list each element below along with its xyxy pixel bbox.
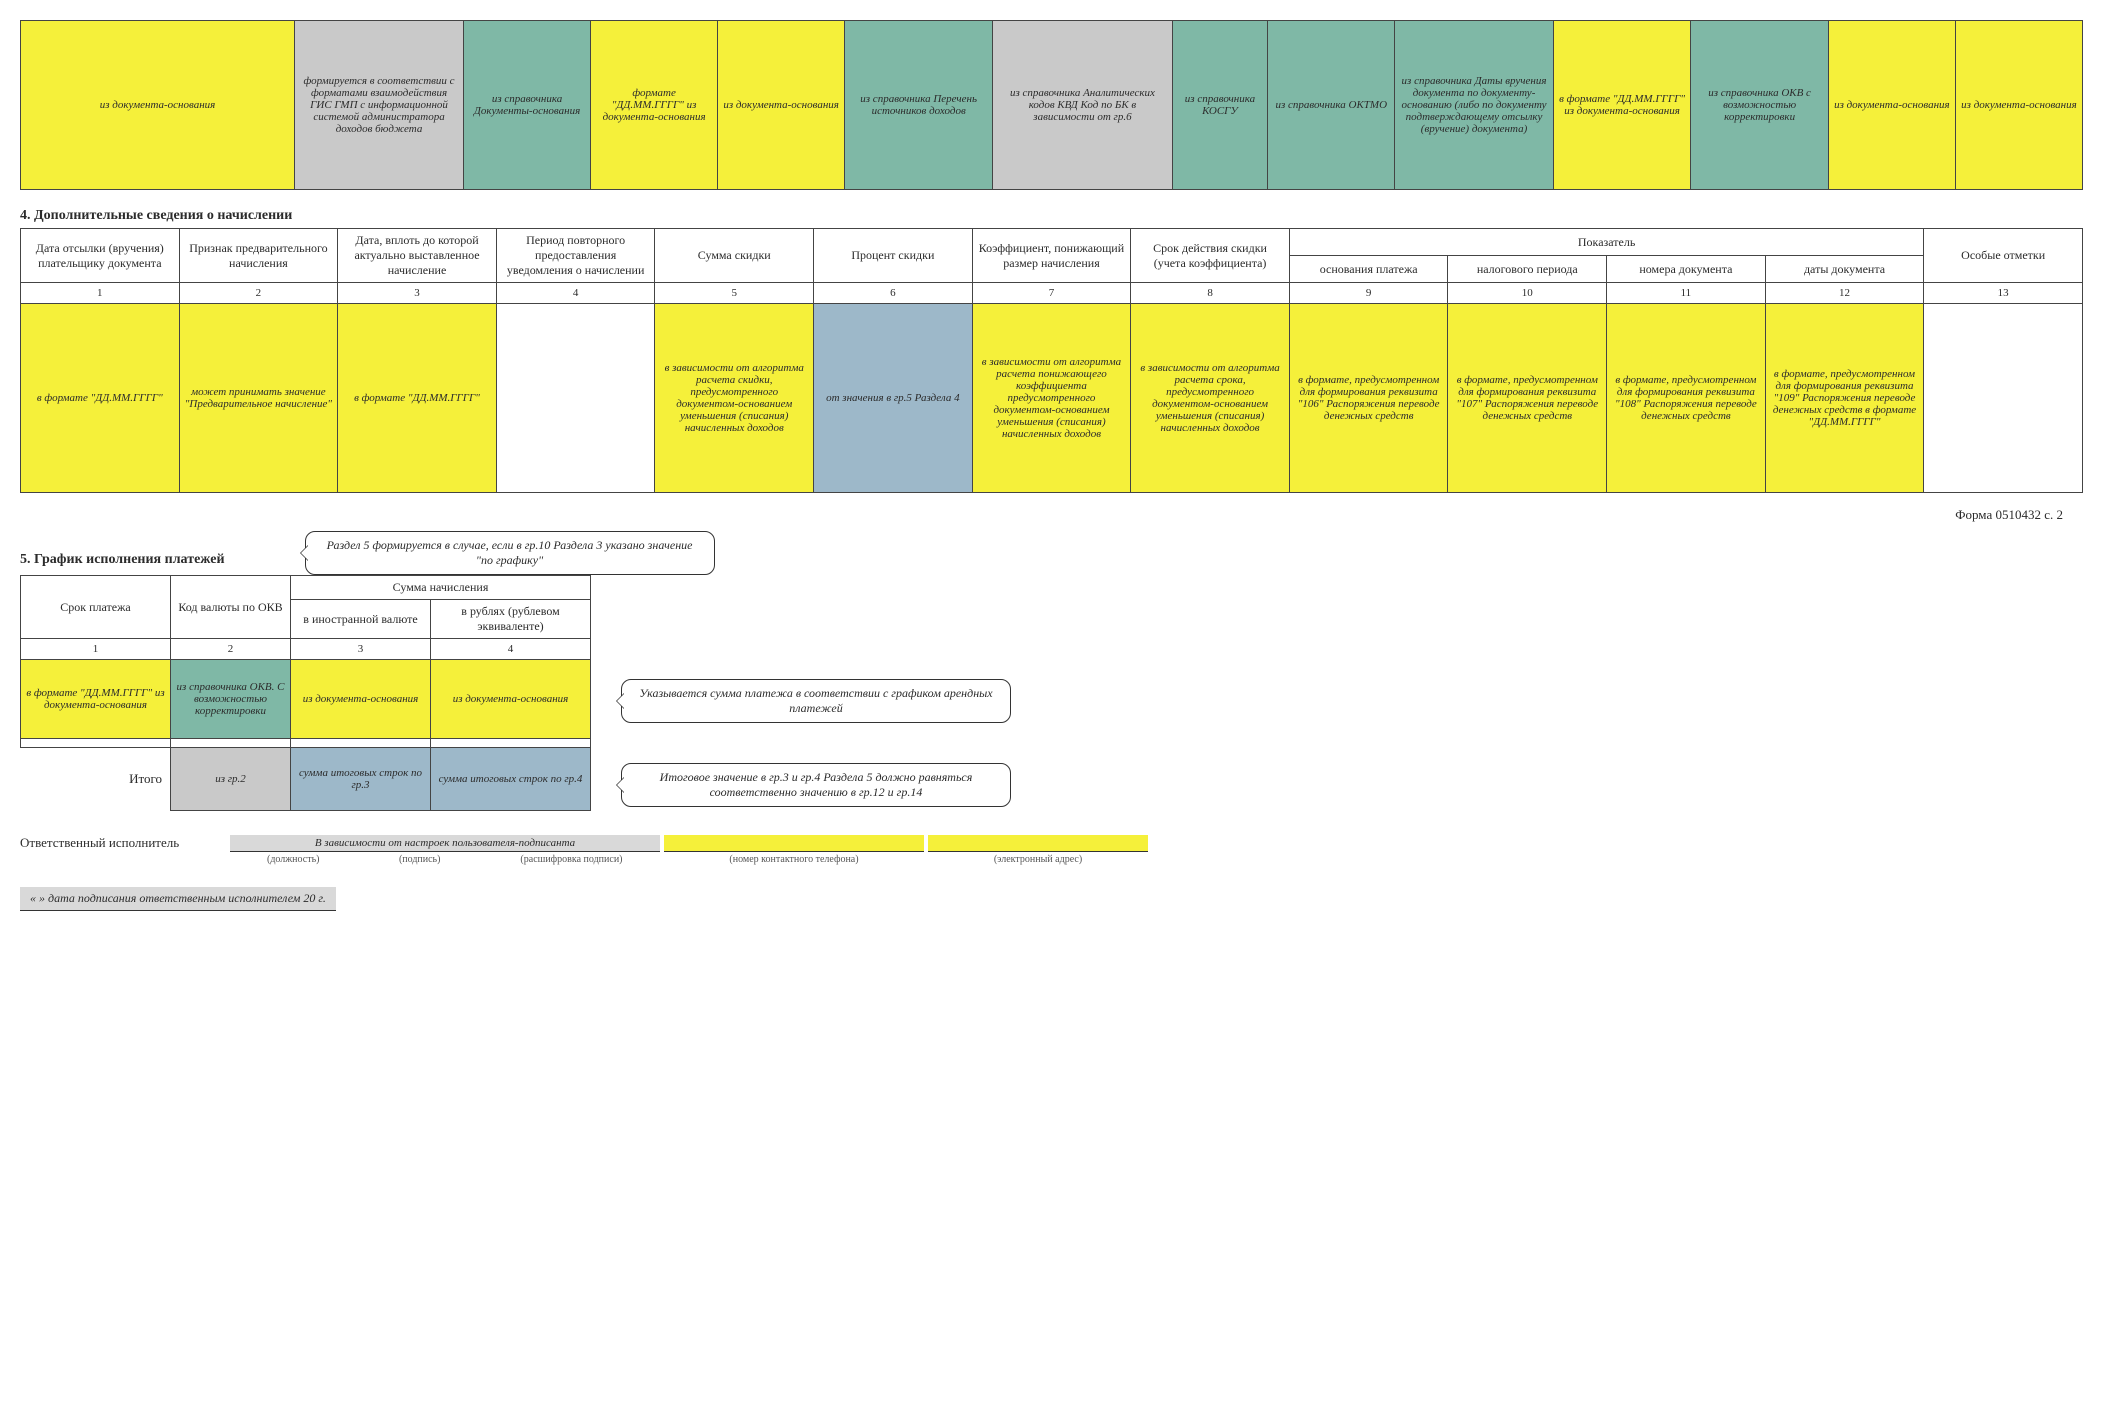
s5-colnum: 3	[291, 639, 431, 660]
s4-colnum: 2	[179, 283, 338, 304]
sig-u1: (подпись)	[356, 854, 482, 865]
form-code: Форма 0510432 с. 2	[20, 507, 2063, 523]
section5-callout-bot: Итоговое значение в гр.3 и гр.4 Раздела …	[621, 763, 1011, 807]
top-cell: из документа-основания	[21, 21, 295, 190]
s5-colnum: 1	[21, 639, 171, 660]
s5-subheader: в иностранной валюте	[291, 600, 431, 639]
s4-header: Особые отметки	[1924, 229, 2083, 283]
s4-colnum: 12	[1765, 283, 1924, 304]
s4-colnum: 5	[655, 283, 814, 304]
section4-title: 4. Дополнительные сведения о начислении	[20, 208, 2083, 224]
top-cell: из справочника Документы-основания	[464, 21, 591, 190]
s4-data-cell: в формате "ДД.ММ.ГГГГ"	[338, 304, 497, 493]
s5-data-cell: из документа-основания	[431, 660, 591, 739]
s4-subheader: номера документа	[1607, 256, 1766, 283]
s4-header: Процент скидки	[814, 229, 973, 283]
s4-subheader: даты документа	[1765, 256, 1924, 283]
s5-total-label: Итого	[21, 748, 171, 811]
signature-date-line: « » дата подписания ответственным исполн…	[20, 887, 336, 911]
section5-title: 5. График исполнения платежей	[20, 552, 225, 568]
top-cell: из справочника Аналитических кодов КВД К…	[993, 21, 1173, 190]
s4-data-cell: в зависимости от алгоритма расчета пониж…	[972, 304, 1131, 493]
top-cell: из справочника ОКТМО	[1268, 21, 1395, 190]
s4-colnum: 10	[1448, 283, 1607, 304]
s4-header: Показатель	[1289, 229, 1923, 256]
s4-header: Сумма скидки	[655, 229, 814, 283]
s4-colnum: 4	[496, 283, 655, 304]
s5-colnum: 4	[431, 639, 591, 660]
section5-table: Срок платежаКод валюты по ОКВСумма начис…	[20, 575, 591, 811]
s4-colnum: 13	[1924, 283, 2083, 304]
s4-header: Коэффициент, понижающий размер начислени…	[972, 229, 1131, 283]
s5-header: Срок платежа	[21, 576, 171, 639]
s4-data-cell: от значения в гр.5 Раздела 4	[814, 304, 973, 493]
top-cell: из справочника КОСГУ	[1172, 21, 1268, 190]
s4-colnum: 8	[1131, 283, 1290, 304]
s5-total-cell: из гр.2	[171, 748, 291, 811]
s4-data-cell: в зависимости от алгоритма расчета срока…	[1131, 304, 1290, 493]
s4-header: Срок действия скидки (учета коэффициента…	[1131, 229, 1290, 283]
s4-subheader: основания платежа	[1289, 256, 1448, 283]
s4-header: Период повторного предоставления уведомл…	[496, 229, 655, 283]
top-strip-table: из документа-основанияформируется в соот…	[20, 20, 2083, 190]
s4-colnum: 7	[972, 283, 1131, 304]
s4-colnum: 6	[814, 283, 973, 304]
s4-data-cell: в формате, предусмотренном для формирова…	[1607, 304, 1766, 493]
s4-data-cell: в формате "ДД.ММ.ГГГГ"	[21, 304, 180, 493]
s5-subheader: в рублях (рублевом эквиваленте)	[431, 600, 591, 639]
s4-colnum: 1	[21, 283, 180, 304]
s4-colnum: 9	[1289, 283, 1448, 304]
top-cell: из справочника Даты вручения документа п…	[1395, 21, 1554, 190]
s5-header: Сумма начисления	[291, 576, 591, 600]
s4-data-cell: может принимать значение "Предварительно…	[179, 304, 338, 493]
s5-header: Код валюты по ОКВ	[171, 576, 291, 639]
sig-u2: (расшифровка подписи)	[483, 854, 660, 865]
top-cell: из документа-основания	[718, 21, 845, 190]
sig-u3: (номер контактного телефона)	[664, 854, 924, 865]
s4-colnum: 3	[338, 283, 497, 304]
s5-data-cell: из документа-основания	[291, 660, 431, 739]
s5-data-cell: в формате "ДД.ММ.ГГГГ" из документа-осно…	[21, 660, 171, 739]
s4-data-cell: в формате, предусмотренном для формирова…	[1289, 304, 1448, 493]
section5-callout-top: Раздел 5 формируется в случае, если в гр…	[305, 531, 715, 575]
top-cell: формируется в соответствии с форматами в…	[295, 21, 464, 190]
section5-callout-mid: Указывается сумма платежа в соответствии…	[621, 679, 1011, 723]
s4-header: Дата, вплоть до которой актуально выстав…	[338, 229, 497, 283]
top-cell: из справочника Перечень источников доход…	[845, 21, 993, 190]
s4-subheader: налогового периода	[1448, 256, 1607, 283]
section4-table: Дата отсылки (вручения) плательщику доку…	[20, 228, 2083, 493]
s5-total-cell: сумма итоговых строк по гр.3	[291, 748, 431, 811]
top-cell: формате "ДД.ММ.ГГГГ" из документа-основа…	[591, 21, 718, 190]
top-cell: из справочника ОКВ с возможностью коррек…	[1691, 21, 1829, 190]
s4-data-cell: в формате, предусмотренном для формирова…	[1765, 304, 1924, 493]
s5-colnum: 2	[171, 639, 291, 660]
top-cell: из документа-основания	[1828, 21, 1955, 190]
s4-data-cell	[496, 304, 655, 493]
s4-data-cell: в формате, предусмотренном для формирова…	[1448, 304, 1607, 493]
sig-grey-text: В зависимости от настроек пользователя-п…	[230, 835, 660, 852]
s5-total-cell: сумма итоговых строк по гр.4	[431, 748, 591, 811]
s4-header: Признак предварительного начисления	[179, 229, 338, 283]
s4-header: Дата отсылки (вручения) плательщику доку…	[21, 229, 180, 283]
sig-u0: (должность)	[230, 854, 356, 865]
sig-u4: (электронный адрес)	[928, 854, 1148, 865]
signature-row: Ответственный исполнитель В зависимости …	[20, 835, 2083, 865]
signature-label: Ответственный исполнитель	[20, 835, 220, 851]
top-cell: из документа-основания	[1955, 21, 2082, 190]
s4-data-cell	[1924, 304, 2083, 493]
s5-data-cell: из справочника ОКВ. С возможностью корре…	[171, 660, 291, 739]
s4-colnum: 11	[1607, 283, 1766, 304]
top-cell: в формате "ДД.ММ.ГГГГ" из документа-осно…	[1553, 21, 1691, 190]
s4-data-cell: в зависимости от алгоритма расчета скидк…	[655, 304, 814, 493]
